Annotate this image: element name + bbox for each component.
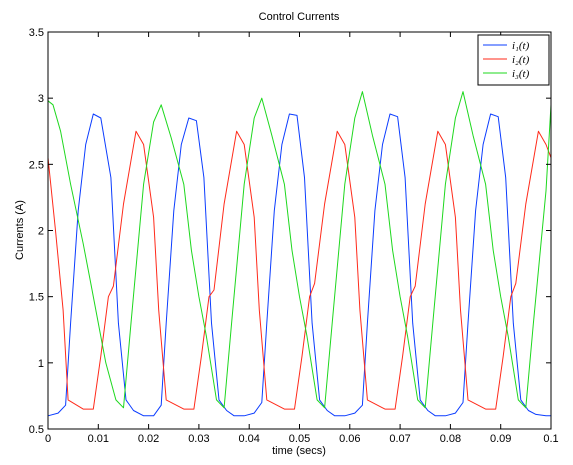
- y-axis-label: Currents (A): [14, 200, 26, 260]
- legend-box: [477, 34, 550, 86]
- y-tick-label: 3.5: [29, 27, 44, 39]
- legend-label: i₁(t): [512, 40, 530, 52]
- y-tick-label: 1.5: [29, 292, 44, 304]
- x-tick-label: 0.07: [389, 433, 410, 445]
- x-tick-label: 0.08: [440, 433, 461, 445]
- chart-title: Control Currents: [259, 11, 340, 23]
- x-tick-label: 0.09: [490, 433, 511, 445]
- x-tick-label: 0: [45, 433, 51, 445]
- y-tick-label: 0.5: [29, 424, 44, 436]
- y-tick-label: 3: [38, 93, 44, 105]
- x-tick-label: 0.03: [188, 433, 209, 445]
- x-tick-label: 0.02: [138, 433, 159, 445]
- x-tick-label: 0.01: [88, 433, 109, 445]
- x-axis-label: time (secs): [272, 445, 326, 457]
- legend-label: i₃(t): [512, 68, 530, 80]
- series-line-2: [47, 130, 552, 410]
- x-tick-label: 0.05: [289, 433, 310, 445]
- x-tick-label: 0.06: [339, 433, 360, 445]
- series-line-3: [47, 91, 552, 409]
- y-tick-label: 2.5: [29, 159, 44, 171]
- plot-area: [48, 32, 551, 429]
- y-tick-label: 2: [38, 226, 44, 238]
- legend-label: i₂(t): [512, 54, 530, 66]
- x-tick-label: 0.04: [238, 433, 259, 445]
- y-tick-label: 1: [38, 358, 44, 370]
- x-tick-label: 0.1: [543, 433, 558, 445]
- series-line-1: [47, 113, 551, 417]
